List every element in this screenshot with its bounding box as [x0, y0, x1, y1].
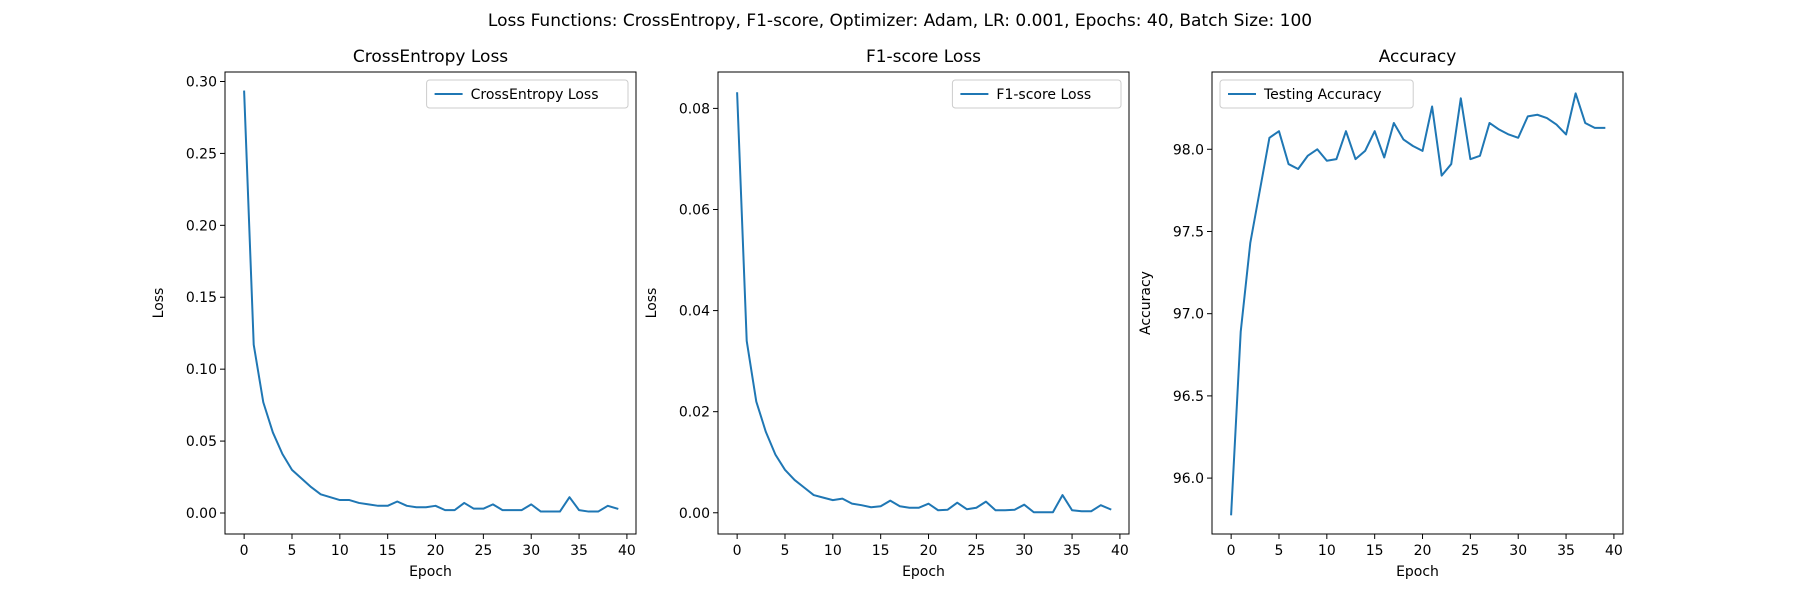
x-tick-label: 35: [570, 543, 588, 559]
x-tick-label: 0: [733, 543, 742, 559]
x-tick-label: 35: [1063, 543, 1081, 559]
f1-score-loss-chart: F1-score Loss Epoch Loss F1-score Loss 0…: [644, 47, 1130, 580]
y-tick-label: 98.0: [1173, 142, 1204, 158]
axes-frame: [717, 71, 1130, 535]
y-tick-label: 97.0: [1173, 307, 1204, 323]
legend-box: [426, 79, 629, 109]
x-tick-label: 40: [1111, 543, 1129, 559]
x-axis-label: Epoch: [1396, 564, 1439, 580]
x-tick-label: 15: [379, 543, 397, 559]
x-tick-label: 5: [288, 543, 297, 559]
y-tick-label: 0.30: [186, 74, 217, 90]
legend-label: Testing Accuracy: [1263, 87, 1382, 103]
axes-frame: [224, 71, 637, 535]
y-tick-label: 0.04: [679, 304, 710, 320]
y-tick-label: 96.5: [1173, 389, 1204, 405]
series-line: [243, 90, 619, 513]
crossentropy-loss-chart: CrossEntropy Loss Epoch Loss CrossEntrop…: [151, 47, 637, 580]
x-tick-label: 10: [824, 543, 842, 559]
x-tick-label: 10: [331, 543, 349, 559]
y-tick-label: 0.00: [186, 506, 217, 522]
legend-box: [951, 79, 1122, 109]
y-axis-label: Loss: [644, 288, 660, 319]
x-tick-label: 5: [1275, 543, 1284, 559]
axes-frame: [1211, 71, 1624, 535]
x-tick-label: 35: [1557, 543, 1575, 559]
chart-title: F1-score Loss: [866, 47, 981, 67]
y-tick-label: 96.0: [1173, 471, 1204, 487]
x-tick-label: 40: [618, 543, 636, 559]
y-tick-label: 0.20: [186, 218, 217, 234]
x-tick-label: 20: [1414, 543, 1432, 559]
x-tick-label: 10: [1318, 543, 1336, 559]
x-axis-label: Epoch: [409, 564, 452, 580]
x-tick-label: 20: [427, 543, 445, 559]
x-tick-label: 25: [1461, 543, 1479, 559]
x-tick-label: 30: [1015, 543, 1033, 559]
y-tick-label: 0.08: [679, 101, 710, 117]
y-axis-label: Accuracy: [1138, 271, 1154, 335]
y-tick-label: 97.5: [1173, 224, 1204, 240]
legend-label: F1-score Loss: [996, 87, 1091, 103]
accuracy-chart: Accuracy Epoch Accuracy Testing Accuracy…: [1138, 47, 1624, 580]
series-line: [736, 92, 1112, 514]
series-line: [1230, 92, 1606, 516]
x-tick-label: 0: [240, 543, 249, 559]
x-tick-label: 25: [967, 543, 985, 559]
y-tick-label: 0.15: [186, 290, 217, 306]
y-axis-label: Loss: [151, 288, 167, 319]
x-axis-label: Epoch: [902, 564, 945, 580]
x-tick-label: 0: [1227, 543, 1236, 559]
figure-title: Loss Functions: CrossEntropy, F1-score, …: [488, 11, 1312, 31]
x-tick-label: 25: [474, 543, 492, 559]
y-tick-label: 0.10: [186, 362, 217, 378]
x-tick-label: 30: [1509, 543, 1527, 559]
x-tick-label: 15: [1366, 543, 1384, 559]
y-tick-label: 0.06: [679, 202, 710, 218]
y-tick-label: 0.25: [186, 146, 217, 162]
y-tick-label: 0.05: [186, 434, 217, 450]
x-tick-label: 20: [920, 543, 938, 559]
chart-title: Accuracy: [1379, 47, 1457, 67]
y-tick-label: 0.02: [679, 405, 710, 421]
x-tick-label: 15: [872, 543, 890, 559]
legend-label: CrossEntropy Loss: [471, 87, 599, 103]
legend-box: [1219, 79, 1414, 109]
x-tick-label: 30: [522, 543, 540, 559]
chart-title: CrossEntropy Loss: [353, 47, 508, 67]
x-tick-label: 5: [781, 543, 790, 559]
y-tick-label: 0.00: [679, 506, 710, 522]
x-tick-label: 40: [1605, 543, 1623, 559]
